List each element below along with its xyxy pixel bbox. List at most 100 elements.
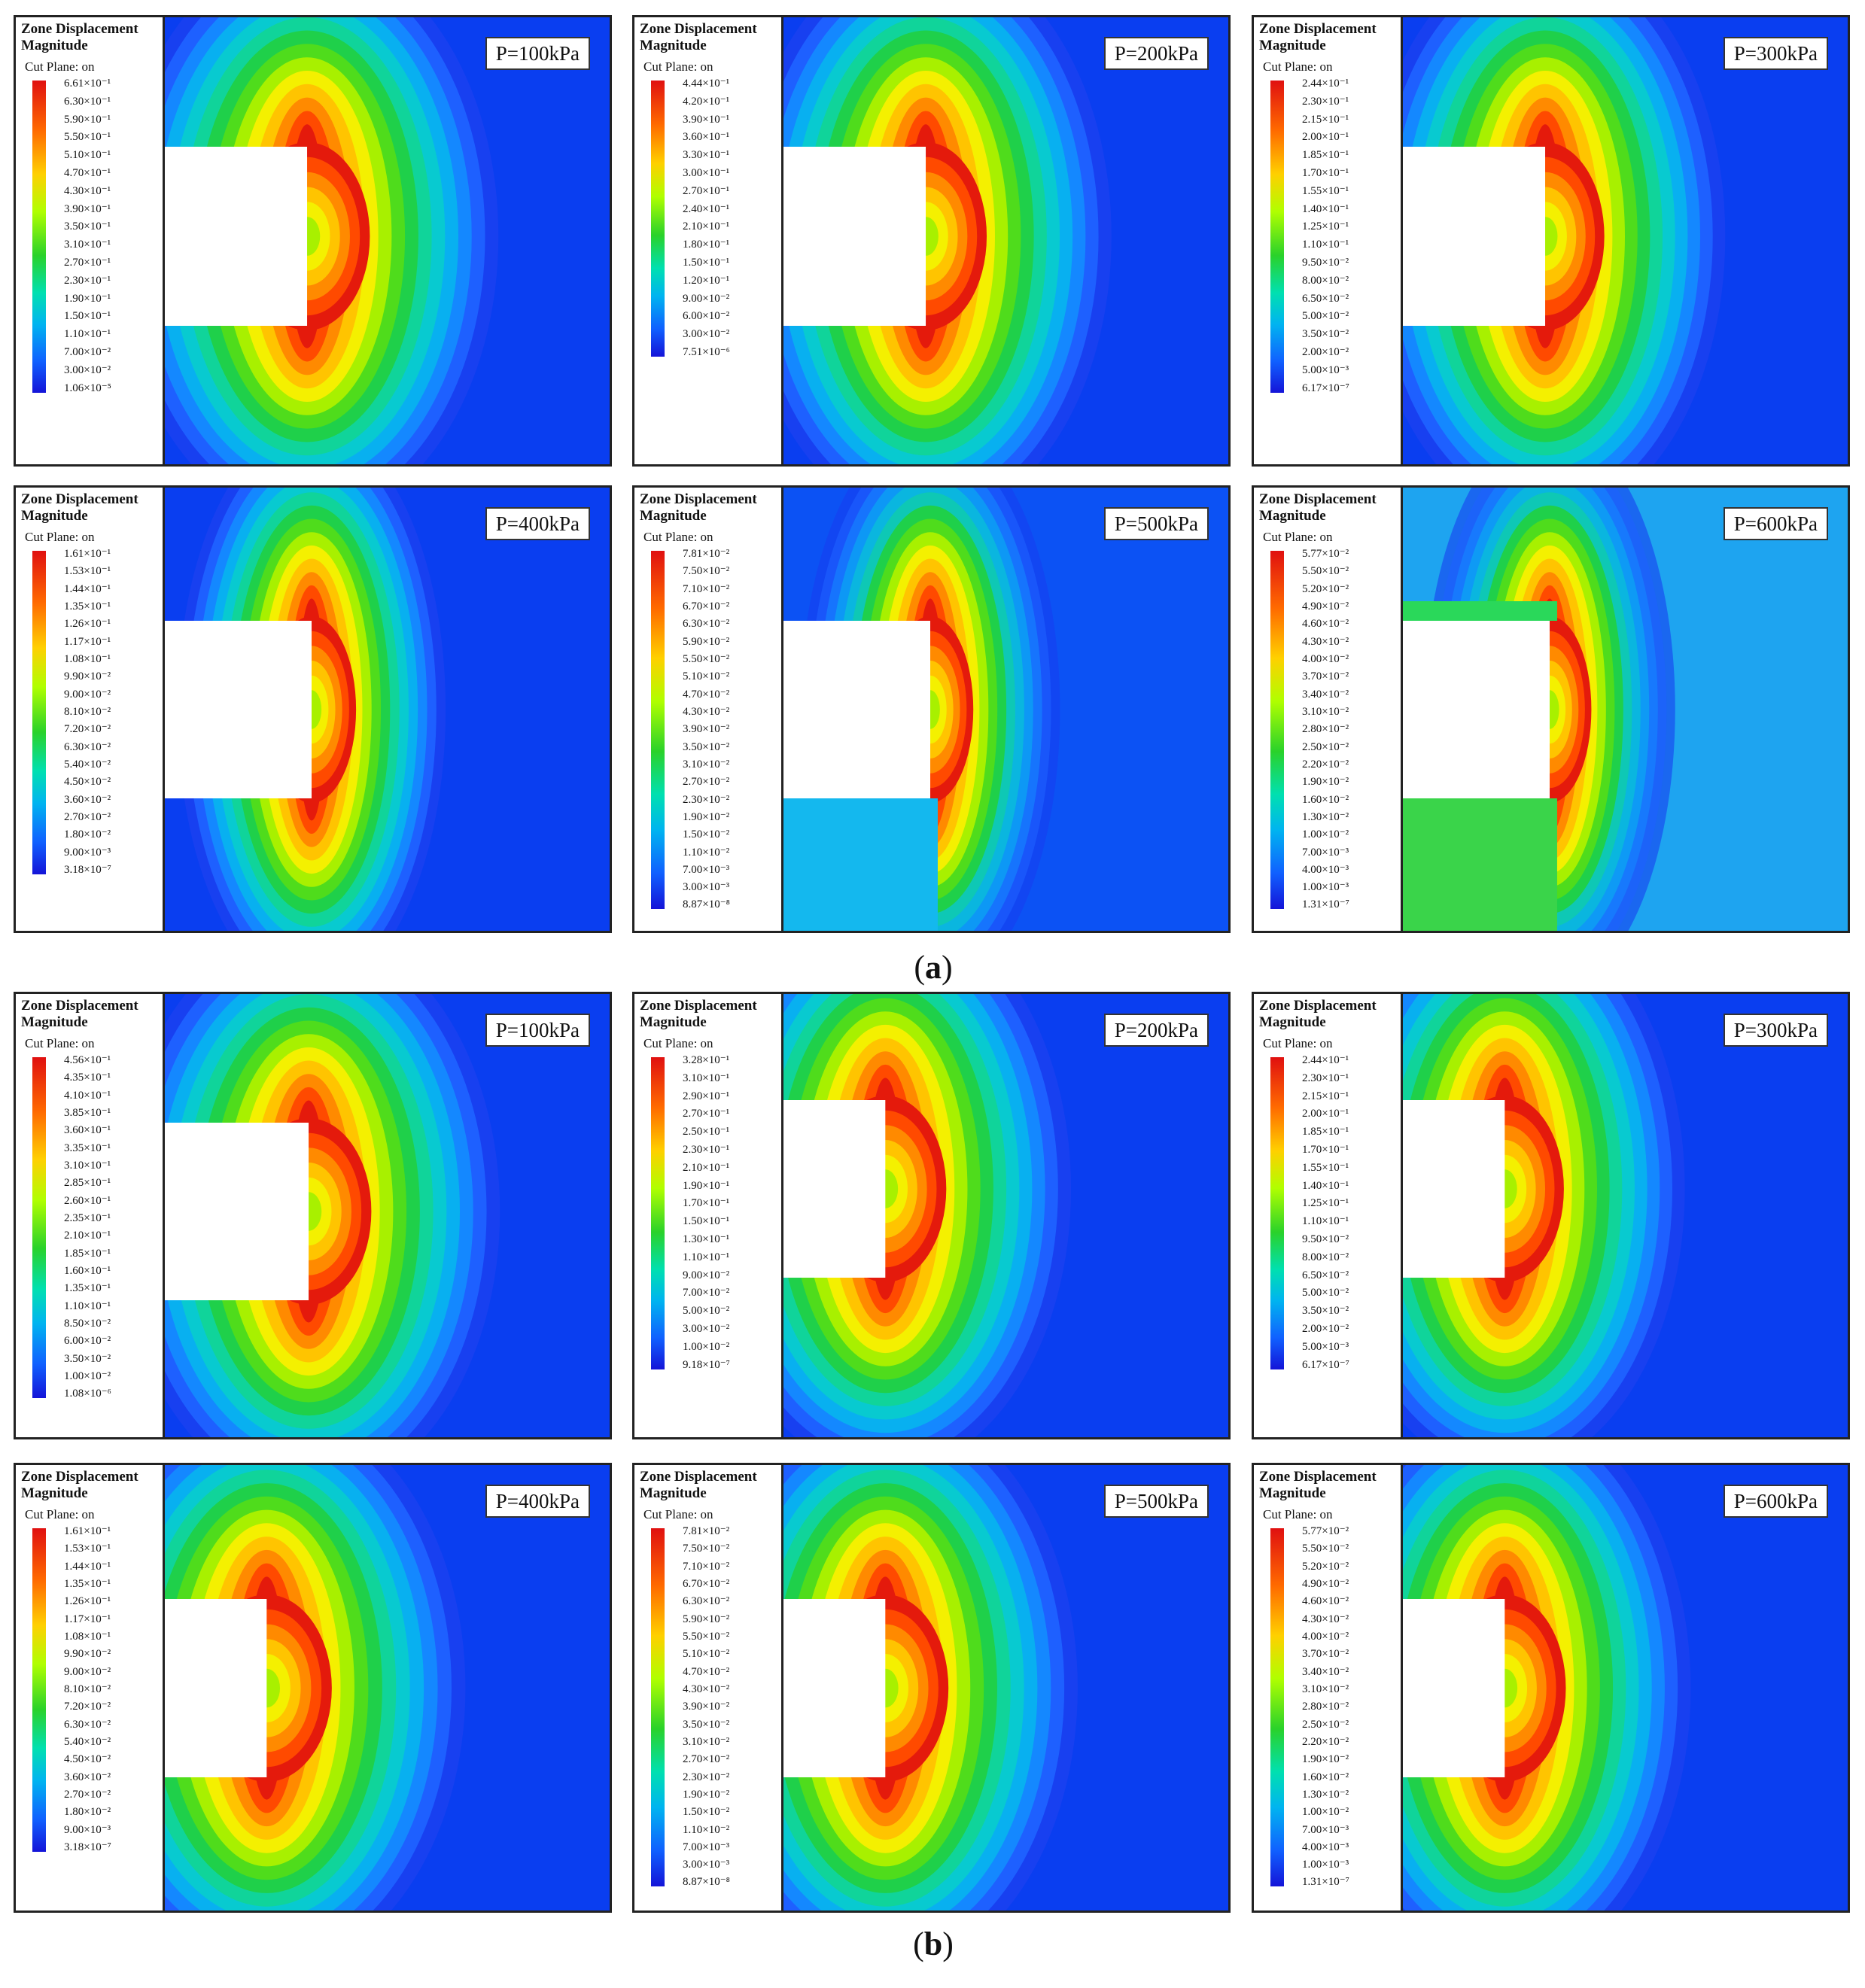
legend-tick-label: 2.70×10⁻² [683,1753,730,1766]
legend-tick-label: 4.70×10⁻¹ [64,167,111,179]
legend-tick-label: 6.50×10⁻² [1302,292,1349,305]
legend-tick-label: 2.15×10⁻¹ [1302,1090,1349,1102]
legend-tick-label: 6.30×10⁻² [64,1718,111,1731]
legend-tick-label: 1.40×10⁻¹ [1302,202,1349,215]
legend-tick-label: 4.00×10⁻³ [1302,863,1349,876]
legend-tick-label: 3.50×10⁻² [1302,328,1349,341]
legend-tick-label: 1.44×10⁻¹ [64,1560,111,1573]
cavity-block [783,147,926,326]
legend-tick-label: 3.18×10⁻⁷ [64,1841,111,1853]
legend-tick-label: 3.28×10⁻¹ [683,1054,730,1066]
legend-tick-label: 3.60×10⁻² [64,1771,111,1783]
legend-tick-label: 5.40×10⁻² [64,1735,111,1748]
legend-tick-label: 3.50×10⁻² [1302,1305,1349,1318]
legend-tick-label: 4.30×10⁻² [1302,1613,1349,1625]
legend-tick-label: 1.10×10⁻¹ [1302,1215,1349,1228]
color-legend: Zone Displacement Magnitude Cut Plane: on… [634,17,783,464]
legend-color-bar [1270,1057,1284,1369]
legend-tick-label: 1.00×10⁻³ [1302,1859,1349,1871]
legend-tick-label: 2.00×10⁻² [1302,346,1349,358]
legend-tick-label: 1.06×10⁻⁵ [64,381,111,394]
legend-tick-label: 4.50×10⁻² [64,776,111,789]
legend-tick-label: 1.31×10⁻⁷ [1302,898,1349,911]
legend-tick-label: 1.08×10⁻⁶ [64,1388,111,1400]
legend-tick-label: 5.40×10⁻² [64,758,111,771]
legend-tick-label: 2.20×10⁻² [1302,1735,1349,1748]
legend-cut-plane: Cut Plane: on [643,59,713,74]
legend-tick-label: 1.17×10⁻¹ [64,635,111,648]
legend-cut-plane: Cut Plane: on [25,1036,95,1050]
legend-tick-label: 2.30×10⁻² [683,1771,730,1783]
legend-tick-label: 1.40×10⁻¹ [1302,1179,1349,1192]
legend-tick-label: 5.90×10⁻¹ [64,113,111,126]
legend-title: Zone Displacement Magnitude [1259,21,1377,53]
legend-tick-label: 2.85×10⁻¹ [64,1177,111,1190]
legend-tick-label: 4.10×10⁻¹ [64,1089,111,1102]
pressure-label: P=400kPa [485,1485,590,1518]
legend-color-bar [651,1057,665,1369]
legend-tick-label: 4.30×10⁻² [683,1683,730,1695]
legend-color-bar [1270,551,1284,909]
legend-tick-label: 2.10×10⁻¹ [683,220,730,233]
legend-tick-label: 4.00×10⁻³ [1302,1841,1349,1853]
color-legend: Zone Displacement Magnitude Cut Plane: on… [1254,1465,1403,1910]
legend-tick-label: 5.00×10⁻² [683,1305,730,1318]
legend-tick-label: 4.90×10⁻² [1302,1577,1349,1590]
legend-tick-label: 7.81×10⁻² [683,548,730,560]
legend-tick-label: 9.18×10⁻⁷ [683,1358,730,1371]
legend-tick-label: 1.10×10⁻¹ [64,1299,111,1312]
legend-tick-label: 8.00×10⁻² [1302,1251,1349,1263]
cavity-block [1403,1100,1505,1278]
legend-tick-label: 7.50×10⁻² [683,565,730,578]
legend-title: Zone Displacement Magnitude [1259,491,1377,524]
legend-cut-plane: Cut Plane: on [25,59,95,74]
legend-tick-label: 5.77×10⁻² [1302,1525,1349,1537]
legend-tick-label: 3.10×10⁻² [1302,1683,1349,1695]
legend-title: Zone Displacement Magnitude [640,998,757,1030]
legend-tick-label: 8.10×10⁻² [64,1683,111,1695]
legend-tick-label: 4.30×10⁻² [1302,635,1349,648]
legend-tick-label: 2.20×10⁻² [1302,758,1349,771]
legend-tick-label: 6.70×10⁻² [683,600,730,613]
legend-cut-plane: Cut Plane: on [1263,1036,1333,1050]
legend-tick-label: 1.90×10⁻² [683,1788,730,1801]
legend-tick-label: 1.61×10⁻¹ [64,1525,111,1537]
legend-tick-label: 1.60×10⁻² [1302,1771,1349,1783]
legend-title: Zone Displacement Magnitude [1259,1469,1377,1501]
legend-tick-label: 3.50×10⁻² [683,1718,730,1731]
legend-tick-label: 3.40×10⁻² [1302,688,1349,701]
legend-tick-label: 4.30×10⁻¹ [64,184,111,197]
legend-tick-label: 2.90×10⁻¹ [683,1090,730,1102]
legend-tick-label: 3.10×10⁻² [683,1735,730,1748]
legend-tick-label: 1.00×10⁻² [64,1369,111,1382]
legend-tick-label: 5.10×10⁻¹ [64,149,111,162]
legend-tick-label: 3.70×10⁻² [1302,670,1349,683]
pressure-label: P=200kPa [1103,1014,1209,1047]
legend-tick-label: 2.70×10⁻¹ [64,257,111,269]
legend-tick-label: 2.70×10⁻¹ [683,184,730,197]
legend-tick-label: 9.50×10⁻² [1302,1233,1349,1245]
legend-tick-label: 7.00×10⁻² [683,1287,730,1299]
legend-cut-plane: Cut Plane: on [643,530,713,544]
legend-tick-label: 3.50×10⁻¹ [64,220,111,233]
displacement-field [1403,17,1848,464]
legend-tick-label: 1.80×10⁻² [64,828,111,841]
legend-color-bar [651,1528,665,1886]
legend-tick-label: 2.50×10⁻² [1302,740,1349,753]
legend-tick-label: 4.60×10⁻² [1302,1595,1349,1608]
legend-tick-label: 5.50×10⁻¹ [64,131,111,144]
green-strip [1403,601,1557,621]
legend-cut-plane: Cut Plane: on [1263,59,1333,74]
legend-tick-label: 6.17×10⁻⁷ [1302,1358,1349,1371]
legend-tick-label: 1.08×10⁻¹ [64,1630,111,1643]
legend-color-bar [1270,1528,1284,1886]
legend-tick-label: 3.00×10⁻² [683,1323,730,1335]
displacement-field [165,17,610,464]
legend-tick-label: 1.60×10⁻¹ [64,1264,111,1277]
legend-tick-label: 7.00×10⁻³ [683,863,730,876]
legend-tick-label: 2.30×10⁻¹ [1302,1072,1349,1084]
displacement-field [1403,994,1848,1437]
legend-tick-label: 1.85×10⁻¹ [1302,149,1349,162]
legend-tick-label: 2.15×10⁻¹ [1302,113,1349,126]
legend-tick-label: 3.90×10⁻² [683,723,730,736]
